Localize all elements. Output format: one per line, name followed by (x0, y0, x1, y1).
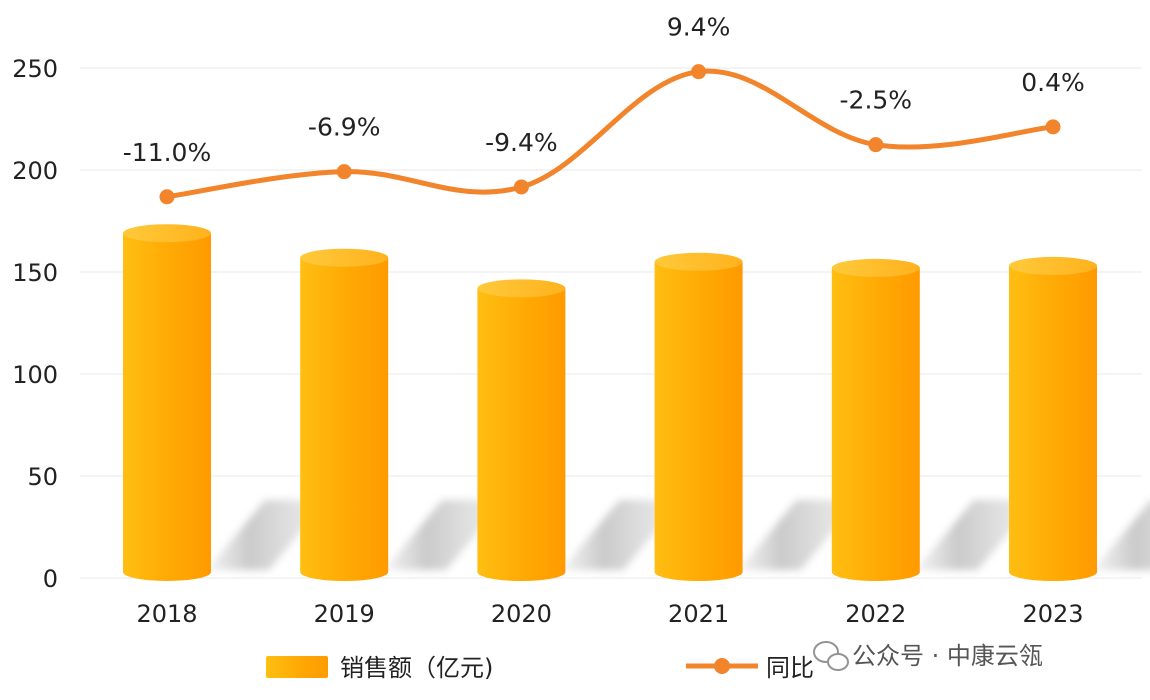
bar-top (654, 252, 743, 271)
legend-label-bar: 销售额（亿元) (340, 654, 493, 682)
bar (477, 279, 566, 581)
wechat-icon (813, 641, 849, 671)
x-tick-label: 2022 (845, 600, 906, 628)
bar-body (654, 261, 743, 581)
x-tick-label: 2020 (491, 600, 552, 628)
bar-body (123, 233, 211, 581)
bar-top (300, 248, 389, 267)
x-tick-label: 2021 (668, 600, 729, 628)
bar-shadow (738, 500, 859, 570)
y-tick-label: 50 (27, 463, 58, 491)
y-tick-label: 0 (43, 565, 58, 593)
x-axis-ticks: 2018 2019 2020 2021 2022 2023 (136, 600, 1083, 628)
yoy-point (159, 189, 175, 205)
y-tick-label: 200 (12, 157, 58, 185)
y-tick-label: 150 (12, 259, 58, 287)
yoy-data-label: 9.4% (667, 13, 731, 42)
bar-series (123, 224, 1097, 581)
bar-shadow (561, 500, 682, 570)
yoy-data-labels: -11.0% -6.9% -9.4% 9.4% -2.5% 0.4% (123, 13, 1085, 167)
bar (831, 258, 920, 581)
y-axis-ticks: 0 50 100 150 200 250 (12, 55, 58, 593)
legend-swatch-point (714, 658, 730, 674)
bar-shadow (915, 500, 1036, 570)
yoy-point (336, 164, 352, 180)
yoy-line-series (159, 64, 1061, 205)
bar (123, 224, 211, 581)
x-tick-label: 2018 (136, 600, 197, 628)
bar-body (831, 267, 920, 581)
yoy-point (868, 137, 884, 153)
bar (654, 252, 743, 581)
bar-top (123, 224, 211, 243)
yoy-data-label: -2.5% (840, 86, 913, 115)
legend: 销售额（亿元) 同比 (266, 654, 814, 682)
bar-shadow (207, 500, 327, 570)
watermark-text: 公众号 · 中康云瓴 (852, 642, 1043, 670)
x-tick-label: 2019 (314, 600, 375, 628)
watermark: 公众号 · 中康云瓴 (813, 641, 1043, 671)
bar-top (477, 279, 566, 298)
yoy-point (691, 64, 707, 80)
x-tick-label: 2023 (1022, 600, 1083, 628)
bar-body (1009, 265, 1097, 581)
bar-shadow (1093, 501, 1150, 570)
y-tick-label: 100 (12, 361, 58, 389)
yoy-data-label: -9.4% (485, 128, 558, 157)
bar-body (477, 288, 566, 581)
legend-swatch-bar (266, 656, 328, 678)
bar-body (300, 257, 389, 581)
yoy-data-label: 0.4% (1021, 68, 1085, 97)
y-tick-label: 250 (12, 55, 58, 83)
bar-shadow (384, 500, 505, 570)
bar (1009, 256, 1097, 581)
bar-top (831, 258, 920, 277)
grid-lines (80, 67, 1142, 579)
bar-top (1009, 256, 1097, 275)
yoy-line (164, 68, 1056, 200)
yoy-point (1045, 119, 1061, 135)
yoy-data-label: -6.9% (308, 113, 381, 142)
bar-shadows (207, 500, 1150, 570)
yoy-data-label: -11.0% (123, 138, 211, 167)
legend-label-line: 同比 (766, 654, 814, 682)
yoy-point (513, 179, 529, 195)
bar (300, 248, 389, 581)
